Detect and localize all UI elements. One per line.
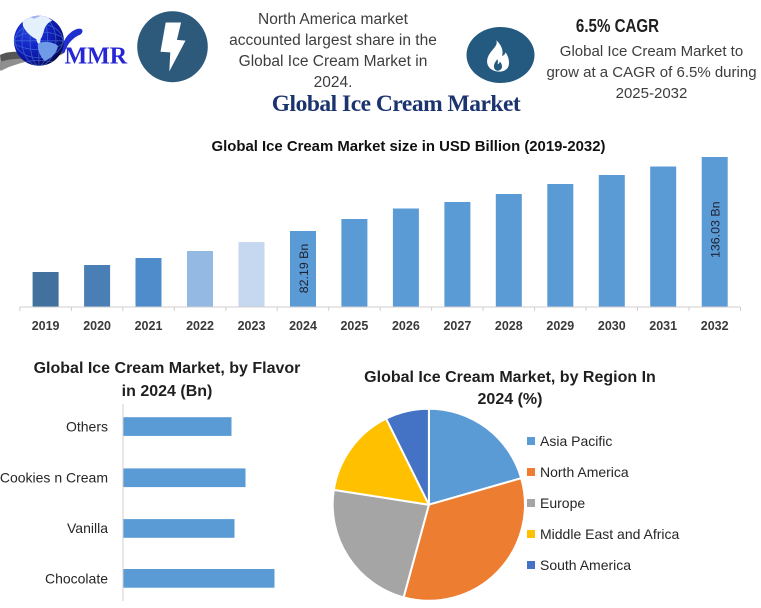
svg-text:Vanilla: Vanilla — [67, 520, 108, 536]
svg-text:82.19 Bn: 82.19 Bn — [297, 244, 311, 294]
svg-text:2032: 2032 — [701, 319, 729, 333]
svg-text:2021: 2021 — [135, 319, 163, 333]
svg-text:2020: 2020 — [83, 319, 111, 333]
svg-text:2029: 2029 — [546, 319, 574, 333]
svg-text:2019: 2019 — [32, 319, 60, 333]
svg-text:Others: Others — [66, 419, 108, 435]
svg-text:MMR: MMR — [65, 44, 128, 70]
svg-text:2023: 2023 — [238, 319, 266, 333]
svg-text:2025: 2025 — [340, 319, 368, 333]
svg-text:2028: 2028 — [495, 319, 523, 333]
svg-text:2026: 2026 — [392, 319, 420, 333]
svg-text:2024: 2024 — [289, 319, 317, 333]
svg-text:2030: 2030 — [598, 319, 626, 333]
svg-text:2027: 2027 — [443, 319, 471, 333]
svg-text:2022: 2022 — [186, 319, 214, 333]
svg-text:2031: 2031 — [649, 319, 677, 333]
svg-text:Cookies n Cream: Cookies n Cream — [0, 470, 108, 486]
svg-text:Chocolate: Chocolate — [45, 570, 108, 586]
svg-text:136.03 Bn: 136.03 Bn — [709, 201, 723, 258]
